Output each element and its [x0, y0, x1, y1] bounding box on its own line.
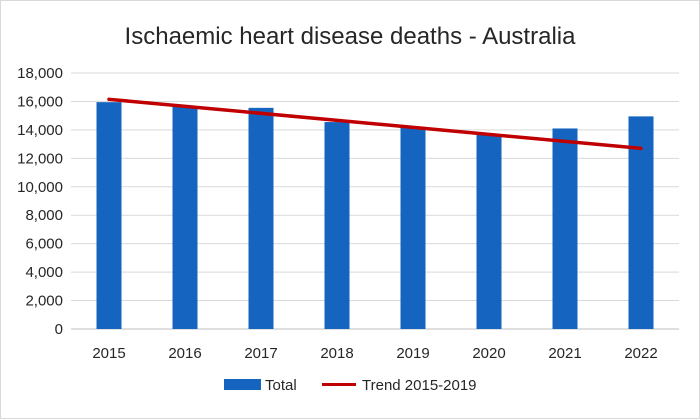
bar-2019 [400, 127, 426, 330]
y-axis: 0 2,000 4,000 6,000 8,000 10,000 12,000 14,000 1… [17, 65, 63, 338]
legend-label-total: Total [265, 377, 297, 394]
legend-swatch-total [224, 379, 261, 390]
y-tick-label: 2,000 [25, 293, 63, 310]
bar-2022 [628, 116, 654, 329]
x-tick-label: 2017 [244, 345, 277, 362]
legend: Total Trend 2015-2019 [224, 377, 477, 394]
y-tick-label: 16,000 [17, 93, 63, 110]
trend-series [107, 97, 643, 151]
x-tick-label: 2020 [472, 345, 505, 362]
trend-line [107, 97, 643, 151]
y-tick-label: 8,000 [25, 207, 63, 224]
y-tick-label: 12,000 [17, 150, 63, 167]
y-tick-label: 6,000 [25, 236, 63, 253]
bar-2017 [248, 107, 274, 329]
x-tick-label: 2019 [396, 345, 429, 362]
y-tick-label: 4,000 [25, 264, 63, 281]
gridlines [71, 72, 679, 330]
y-tick-label: 14,000 [17, 122, 63, 139]
legend-label-trend: Trend 2015-2019 [362, 377, 477, 394]
x-tick-label: 2016 [168, 345, 201, 362]
x-axis: 2015 2016 2017 2018 2019 2020 2021 2022 [92, 345, 657, 362]
y-tick-label: 18,000 [17, 65, 63, 82]
x-tick-label: 2022 [624, 345, 657, 362]
chart-title: Ischaemic heart disease deaths - Austral… [125, 23, 577, 50]
bar-2018 [324, 122, 350, 329]
bar-2016 [172, 106, 198, 329]
bar-series [96, 102, 654, 330]
y-tick-label: 10,000 [17, 179, 63, 196]
bar-2021 [552, 128, 578, 329]
bar-2015 [96, 102, 122, 330]
bar-2020 [476, 134, 502, 329]
y-tick-label: 0 [55, 321, 63, 338]
x-tick-label: 2021 [548, 345, 581, 362]
x-tick-label: 2015 [92, 345, 125, 362]
x-tick-label: 2018 [320, 345, 353, 362]
